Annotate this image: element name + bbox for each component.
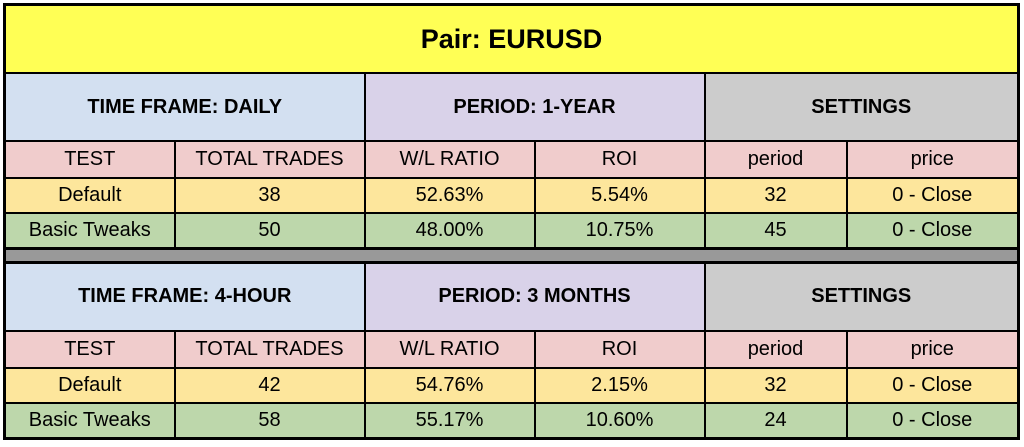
column-header: period xyxy=(703,329,848,369)
period-label: PERIOD: 1-YEAR xyxy=(363,72,706,142)
table-cell: 58 xyxy=(173,401,366,439)
table-cell: 48.00% xyxy=(363,212,536,250)
column-header: price xyxy=(845,329,1020,369)
table-cell: 32 xyxy=(703,366,848,404)
column-header: ROI xyxy=(533,140,706,179)
settings-label: SETTINGS xyxy=(703,261,1020,332)
table-cell: 0 - Close xyxy=(845,401,1020,439)
table-cell: 10.75% xyxy=(533,212,706,250)
column-header: ROI xyxy=(533,329,706,369)
column-header: TEST xyxy=(3,329,176,369)
table-cell: Default xyxy=(3,366,176,404)
separator xyxy=(3,247,1020,264)
table-cell: 2.15% xyxy=(533,366,706,404)
timeframe-label: TIME FRAME: DAILY xyxy=(3,72,366,142)
table-cell: Default xyxy=(3,177,176,214)
column-header-row: TEST TOTAL TRADES W/L RATIO ROI period price xyxy=(3,329,1020,369)
table-row: Basic Tweaks 58 55.17% 10.60% 24 0 - Close xyxy=(3,401,1020,439)
table-cell: 45 xyxy=(703,212,848,250)
column-header: TOTAL TRADES xyxy=(173,140,366,179)
column-header: W/L RATIO xyxy=(363,140,536,179)
table-row: Default 38 52.63% 5.54% 32 0 - Close xyxy=(3,177,1020,214)
table-cell: 52.63% xyxy=(363,177,536,214)
table-cell: 54.76% xyxy=(363,366,536,404)
pair-title: Pair: EURUSD xyxy=(3,3,1020,74)
table-cell: 55.17% xyxy=(363,401,536,439)
table-cell: 0 - Close xyxy=(845,212,1020,250)
table-cell: 0 - Close xyxy=(845,177,1020,214)
period-label: PERIOD: 3 MONTHS xyxy=(363,261,706,332)
column-header: price xyxy=(845,140,1020,179)
section-separator xyxy=(3,247,1020,264)
timeframe-label: TIME FRAME: 4-HOUR xyxy=(3,261,366,332)
column-header: period xyxy=(703,140,848,179)
table-cell: 32 xyxy=(703,177,848,214)
table-row: Default 42 54.76% 2.15% 32 0 - Close xyxy=(3,366,1020,404)
results-table: Pair: EURUSD TIME FRAME: DAILY PERIOD: 1… xyxy=(3,3,1020,440)
column-header-row: TEST TOTAL TRADES W/L RATIO ROI period price xyxy=(3,140,1020,179)
section-header: TIME FRAME: DAILY PERIOD: 1-YEAR SETTING… xyxy=(3,72,1020,142)
column-header: TEST xyxy=(3,140,176,179)
table-cell: Basic Tweaks xyxy=(3,212,176,250)
column-header: W/L RATIO xyxy=(363,329,536,369)
table-cell: 5.54% xyxy=(533,177,706,214)
table-cell: 38 xyxy=(173,177,366,214)
table-cell: 24 xyxy=(703,401,848,439)
table-cell: Basic Tweaks xyxy=(3,401,176,439)
table-row: Basic Tweaks 50 48.00% 10.75% 45 0 - Close xyxy=(3,212,1020,250)
table-cell: 10.60% xyxy=(533,401,706,439)
settings-label: SETTINGS xyxy=(703,72,1020,142)
table-cell: 42 xyxy=(173,366,366,404)
section-header: TIME FRAME: 4-HOUR PERIOD: 3 MONTHS SETT… xyxy=(3,261,1020,332)
table-cell: 50 xyxy=(173,212,366,250)
table-cell: 0 - Close xyxy=(845,366,1020,404)
column-header: TOTAL TRADES xyxy=(173,329,366,369)
